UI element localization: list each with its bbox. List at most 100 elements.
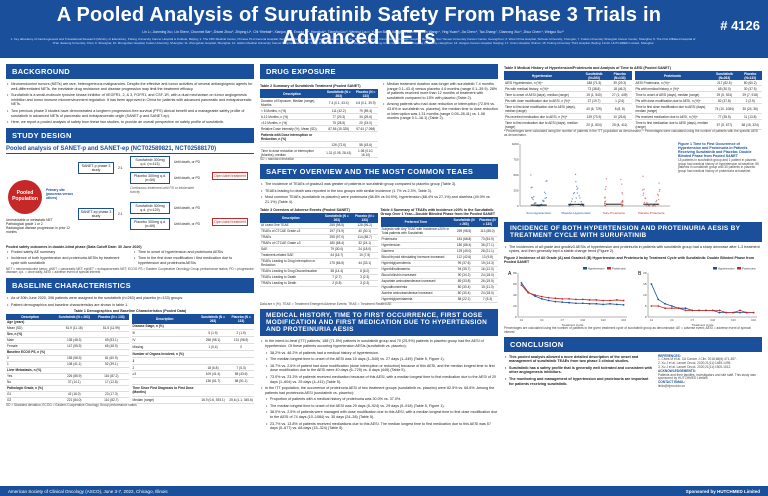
table-cell: 1 <box>131 357 198 365</box>
table-cell: Age (years) <box>6 319 55 326</box>
table-cell: 40 (30.1) <box>351 228 378 235</box>
contact-email[interactable]: linlin@bjmu.edu.cn <box>658 383 685 388</box>
legend-label: Proteinuria <box>742 267 756 271</box>
table-cell: 110 (82.7) <box>94 397 129 404</box>
table-header: Placebo (N = 133) <box>94 314 129 320</box>
table-cell: Hypertriglyceridemia <box>380 260 452 267</box>
scatter-point <box>641 189 644 191</box>
data-point <box>568 301 570 304</box>
table-cell: Pts with dose modification due to AESI, … <box>634 97 711 105</box>
y-tick-label: 10 <box>643 293 647 297</box>
table-cell: 65 (30.0) <box>710 85 739 93</box>
table-row: Duration of Exposure, Median (range), Mo… <box>260 98 378 109</box>
table-cell: TRAEs of CTCAE Grade ≥3 <box>260 240 322 247</box>
sponsor-label: Sponsored by HUTCHMED Limited <box>685 488 760 494</box>
table-row: Pathologic Grade, n (%) <box>6 385 129 392</box>
table-cell: 82 (37.8) <box>710 97 739 105</box>
table-cell: Pts with medical history, n (%)ᵇ <box>634 85 711 93</box>
table-header: Placebo (N = 133) <box>476 217 498 227</box>
drug-exposure-bullet: Median treatment duration was longer wit… <box>383 82 498 100</box>
table-cell: 99 (37.6) <box>451 260 477 267</box>
open-label-box-p: Open label treatment <box>212 171 248 180</box>
table-cell: 129 (49.0) <box>451 248 477 255</box>
table-row: IV 258 (98.1) 131 (98.5) <box>131 336 254 344</box>
scatter-point <box>621 193 624 195</box>
table-row: Hypertension 180 (68.4) 36 (27.1) <box>380 242 498 249</box>
incidence-bullet: The incidences of all grade and grade≥3 … <box>505 245 762 254</box>
figure2: A 0 20 40 60 80 C1 C4 C7 C10 C13 C16 Treatment Cycle… <box>504 265 762 327</box>
table-cell: Male <box>6 337 55 344</box>
y-tick-label: 500 <box>513 173 518 177</box>
author-list: Lin L¹, Jianming Xu², Lin Shen³, Chunmei… <box>142 30 564 34</box>
background-bullet: Here, we report a pooled analysis of saf… <box>7 120 254 125</box>
table-row: SAE 79 (30.0) 24 (18.0) <box>260 246 378 253</box>
table-row: Missing 1 (0.4) 0 <box>131 343 254 351</box>
table-cell: 0 <box>228 343 254 351</box>
table-header: Placebo (N = 133) <box>351 213 378 223</box>
table-cell: 259 (98.5) <box>321 222 352 229</box>
table-cell: Missing <box>131 343 198 351</box>
table-cell: 89 (33.8) <box>451 278 477 285</box>
table-cell: 79 (59.4) <box>353 107 378 115</box>
table-cell: 16.9 (0.6, 393.1) <box>197 396 229 404</box>
table-row: Sex, n (%) <box>6 331 129 338</box>
data-point <box>752 311 755 314</box>
data-point <box>554 297 557 300</box>
table-cell: < 6 Months, n (%) <box>260 107 325 115</box>
table-cell <box>197 350 229 358</box>
data-point <box>588 302 591 305</box>
table-cell: 259 (98.5) <box>451 226 477 237</box>
x-axis-label: Treatment Cycle <box>692 323 714 327</box>
scatter-point <box>574 173 577 175</box>
scatter-point <box>657 198 660 200</box>
data-point <box>520 284 523 286</box>
scatter-point <box>546 179 548 182</box>
table-cell: 18 (6.8) <box>197 364 229 372</box>
table-row: Yes 226 (85.9) 116 (87.2) <box>6 373 129 380</box>
medical-history-bullet: In the intent-to-treat (ITT) patients, 1… <box>261 339 498 348</box>
table-cell: 25 (4, 411) <box>608 119 632 131</box>
y-tick-label: 750 <box>513 157 518 161</box>
table-cell: ≥3 <box>131 370 198 379</box>
scatter-point <box>643 201 646 203</box>
data-point <box>609 299 611 302</box>
scatter-point <box>533 195 535 198</box>
medical-history-subbullet: The median longest time to onset of the … <box>266 357 498 362</box>
affiliation-list: 1. Key laboratory of Carcinogenesis and … <box>10 37 696 45</box>
data-point <box>568 297 570 300</box>
table-cell: 26 (19.5) <box>476 278 498 285</box>
table-header: Surufatinib (N = 263) <box>54 314 95 320</box>
table-cell: 147 (55.9) <box>54 343 95 350</box>
data-point <box>622 299 625 302</box>
table-row: Pts with medical history, n (%)ᵇ 65 (30.0… <box>634 85 762 93</box>
legend-swatch <box>583 266 587 270</box>
table-row: Subjects with Any TEAE with Incidence ≥2… <box>380 226 498 237</box>
table-cell: Time to onset of AESI (days), median (ra… <box>634 91 711 99</box>
table3: Description Surufatinib (N = 263) Placebo … <box>260 213 378 287</box>
scatter-point <box>545 196 548 199</box>
data-point <box>718 311 721 314</box>
references-title: REFERENCES: <box>658 353 681 358</box>
medical-history-subbullet: 18.7% vs. 2.6% of patient had dose modif… <box>266 364 498 373</box>
table-cell: 77 (35.5) <box>710 113 739 121</box>
table-cell: 18 (46.2) <box>608 85 632 93</box>
scatter-point <box>605 185 607 188</box>
table-cell: 7 (5.3) <box>476 296 498 303</box>
table-cell: 112 (42.6) <box>451 254 477 261</box>
table-cell <box>353 131 378 143</box>
data-point <box>595 299 598 301</box>
data-point <box>547 296 550 299</box>
scatter-point <box>621 191 623 194</box>
table-cell: Median (range) <box>131 396 198 404</box>
table-cell: Time to onset of AESI (days), median (ra… <box>504 91 580 99</box>
table-cell: 113 (85.0) <box>476 226 498 237</box>
series-line <box>521 284 624 301</box>
incidence-heading: INCIDENCE OF BOTH HYPERTENSION AND PROTE… <box>504 221 762 242</box>
scatter-point <box>622 203 624 206</box>
table-cell: 2 (1.5) <box>228 329 254 338</box>
data-point <box>554 300 557 303</box>
x-tick-label: C16 <box>751 318 756 322</box>
table-row: TRAEs of CTCAE Grade ≥3 180 (68.4) 32 (24.… <box>260 240 378 247</box>
table-cell: G2 <box>6 397 55 404</box>
y-tick-label: 1000 <box>512 142 519 146</box>
